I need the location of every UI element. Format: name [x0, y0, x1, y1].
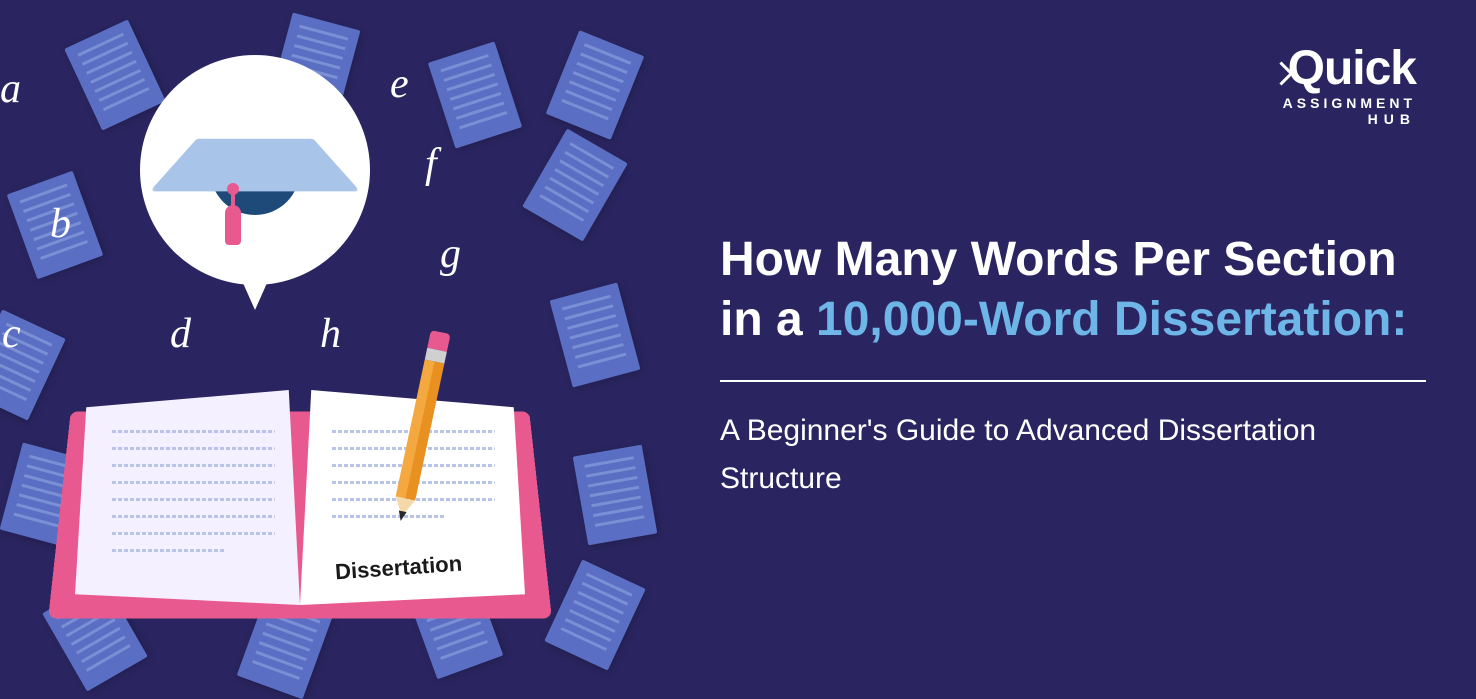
- graduation-cap-icon: [180, 110, 330, 230]
- floating-paper-icon: [550, 282, 641, 387]
- brand-logo: Quick ASSIGNMENT HUB: [1283, 45, 1416, 127]
- subtitle-text: A Beginner's Guide to Advanced Dissertat…: [720, 407, 1426, 503]
- pencil-tip-icon: [397, 510, 407, 521]
- letter-h-icon: h: [320, 310, 341, 358]
- letter-b-icon: b: [50, 200, 71, 248]
- floating-paper-icon: [522, 129, 628, 242]
- letter-e-icon: e: [390, 60, 409, 108]
- title-accent: 10,000-Word Dissertation:: [816, 293, 1407, 346]
- speech-bubble-tail-icon: [235, 265, 275, 310]
- floating-paper-icon: [544, 559, 645, 670]
- divider-line-icon: [720, 380, 1426, 382]
- cap-board-icon: [150, 139, 360, 192]
- tassel-icon: [225, 205, 241, 245]
- banner-container: a b c d e f g h Dissertation: [0, 0, 1476, 699]
- logo-sub-line1: ASSIGNMENT: [1283, 95, 1416, 111]
- headline-block: How Many Words Per Section in a 10,000-W…: [720, 230, 1426, 503]
- logo-main-text: Quick: [1283, 45, 1416, 93]
- logo-sub-line2: HUB: [1283, 111, 1416, 127]
- floating-paper-icon: [573, 445, 658, 546]
- letter-g-icon: g: [440, 230, 461, 278]
- open-book-icon: Dissertation: [60, 360, 540, 640]
- letter-f-icon: f: [425, 140, 437, 188]
- letter-d-icon: d: [170, 310, 191, 358]
- letter-a-icon: a: [0, 65, 21, 113]
- main-title: How Many Words Per Section in a 10,000-W…: [720, 230, 1426, 350]
- floating-paper-icon: [546, 30, 645, 140]
- floating-paper-icon: [428, 41, 522, 148]
- floating-paper-icon: [64, 19, 165, 130]
- letter-c-icon: c: [2, 310, 21, 358]
- page-lines-icon: [110, 430, 275, 570]
- logo-word: Quick: [1288, 42, 1416, 95]
- book-pages-icon: Dissertation: [75, 390, 525, 605]
